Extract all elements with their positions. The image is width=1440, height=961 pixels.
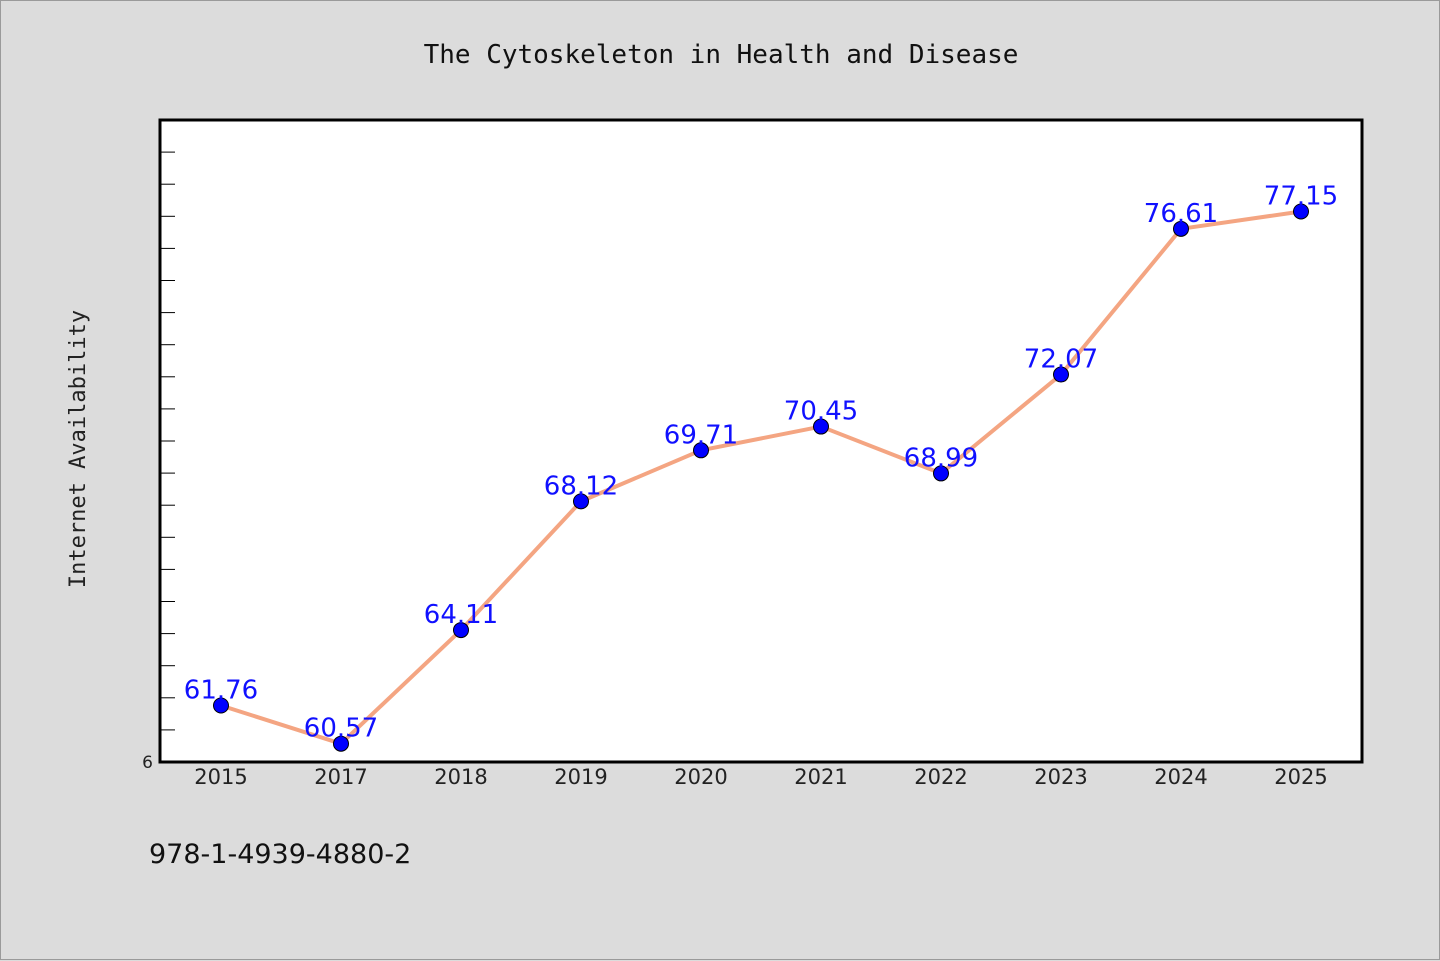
series-line-group bbox=[219, 209, 1303, 746]
data-label: 77.15 bbox=[1264, 181, 1338, 211]
data-label: 72.07 bbox=[1024, 345, 1098, 375]
isbn-text: 978-1-4939-4880-2 bbox=[149, 839, 411, 870]
x-tick-label: 2020 bbox=[674, 765, 727, 789]
data-label: 60.57 bbox=[304, 714, 378, 744]
data-point bbox=[453, 622, 469, 639]
x-axis-tick-labels: 2015 2017 2018 2019 2020 2021 2022 2023 2024 2025 bbox=[194, 765, 1327, 789]
y-axis-label: Internet Availability bbox=[66, 310, 91, 588]
data-label: 76.61 bbox=[1144, 199, 1218, 229]
data-label: 61.76 bbox=[184, 676, 258, 706]
x-tick-label: 2018 bbox=[434, 765, 487, 789]
y-axis-ticks: 6 bbox=[142, 151, 175, 773]
x-tick-label: 2015 bbox=[194, 765, 247, 789]
chart-title: The Cytoskeleton in Health and Disease bbox=[424, 40, 1019, 70]
x-tick-label: 2022 bbox=[914, 765, 967, 789]
y-tick-label: 6 bbox=[142, 753, 153, 773]
data-label: 69.71 bbox=[664, 420, 738, 450]
x-tick-label: 2025 bbox=[1274, 765, 1327, 789]
plot-area bbox=[158, 118, 1364, 764]
x-tick-label: 2021 bbox=[794, 765, 847, 789]
data-label: 68.99 bbox=[904, 443, 978, 473]
data-point bbox=[333, 735, 349, 752]
data-point bbox=[933, 465, 949, 482]
x-tick-label: 2023 bbox=[1034, 765, 1087, 789]
data-point bbox=[213, 697, 229, 714]
data-labels: 61.76 60.57 64.11 68.12 69.71 70.45 68.99 72.07… bbox=[184, 181, 1338, 743]
data-label: 70.45 bbox=[784, 397, 858, 427]
data-label: 64.11 bbox=[424, 600, 498, 630]
x-tick-label: 2017 bbox=[314, 765, 367, 789]
data-label: 68.12 bbox=[544, 471, 618, 501]
data-point bbox=[573, 493, 589, 510]
x-tick-label: 2019 bbox=[554, 765, 607, 789]
data-point bbox=[813, 418, 829, 435]
x-tick-label: 2024 bbox=[1154, 765, 1207, 789]
data-point bbox=[1293, 203, 1309, 220]
data-point bbox=[693, 442, 709, 459]
series-line bbox=[219, 209, 1303, 746]
data-markers bbox=[213, 203, 1309, 752]
data-point bbox=[1173, 220, 1189, 237]
data-point bbox=[1053, 366, 1069, 383]
